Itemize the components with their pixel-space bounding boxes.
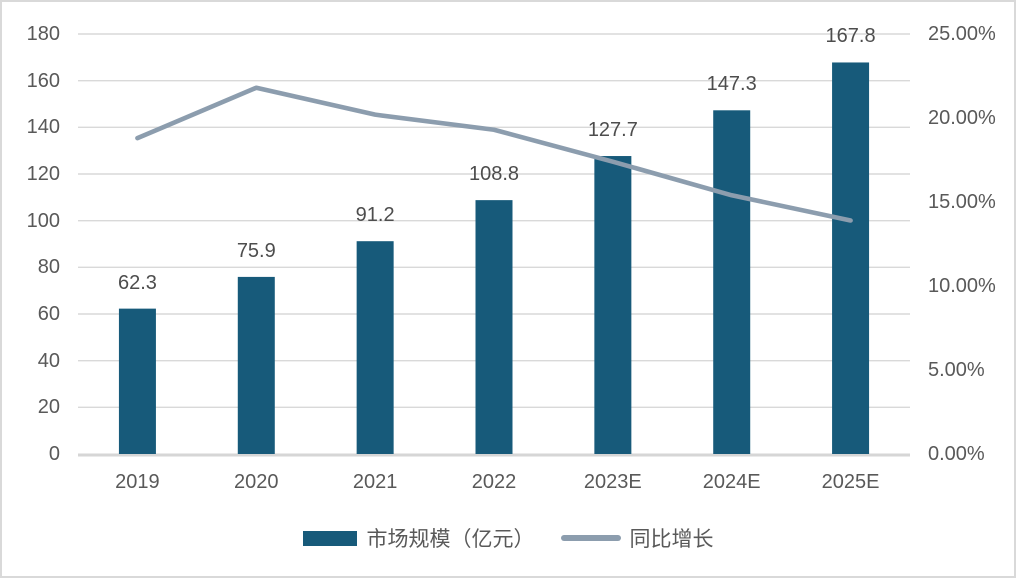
y-left-tick-160: 160 [26,69,60,92]
bar-value-label-2019: 62.3 [117,271,157,294]
bar-value-label-2022: 108.8 [468,163,520,186]
bar-2022 [475,200,513,454]
y-right-tick-15.00%: 15.00% [928,191,996,213]
y-left-tick-100: 100 [26,209,60,232]
legend-item-yoy-growth[interactable]: 同比增长 [560,523,714,553]
y-left-tick-120: 120 [26,163,60,185]
y-left-tick-80: 80 [37,256,60,279]
x-tick-2023E: 2023E [583,471,642,493]
y-left-tick-0: 0 [48,443,60,465]
yoy-growth-line [135,85,853,223]
y-left-tick-60: 60 [37,303,60,325]
bar-value-label-2021: 91.2 [355,204,395,227]
bar-2025E [832,62,870,454]
legend-label-yoy-growth: 同比增长 [629,528,714,551]
legend-label-market-size: 市场规模（亿元） [366,528,535,551]
y-right-tick-10.00%: 10.00% [928,275,996,297]
bar-2023E [594,156,632,455]
bar-series-swatch-icon [302,530,357,546]
x-tick-2025E: 2025E [821,471,880,493]
y-left-tick-180: 180 [26,23,60,45]
bar-value-label-2025E: 167.8 [825,25,876,48]
legend-item-market-size[interactable]: 市场规模（亿元） [302,523,535,553]
y-right-tick-5.00%: 5.00% [928,359,985,381]
bar-value-label-2024E: 147.3 [706,73,757,96]
bar-value-label-2023E: 127.7 [587,119,638,142]
x-tick-2019: 2019 [115,471,160,493]
y-left-tick-40: 40 [37,349,60,372]
bar-2024E [713,110,751,455]
bar-2020 [237,276,275,454]
y-left-tick-20: 20 [37,396,60,419]
x-tick-2021: 2021 [352,471,398,493]
line-series-swatch-icon [560,535,621,541]
legend: 市场规模（亿元） 同比增长 [2,523,1014,553]
x-tick-2022: 2022 [471,471,517,493]
bar-2019 [118,308,156,454]
y-right-tick-25.00%: 25.00% [928,23,996,45]
y-right-tick-20.00%: 20.00% [928,107,996,129]
y-right-tick-0.00%: 0.00% [928,443,985,465]
x-tick-2024E: 2024E [702,471,761,493]
bar-2021 [356,241,394,454]
bar-value-label-2020: 75.9 [236,239,276,262]
y-left-tick-140: 140 [26,116,60,139]
x-tick-2020: 2020 [234,471,279,493]
